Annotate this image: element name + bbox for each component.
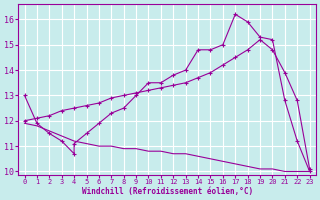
X-axis label: Windchill (Refroidissement éolien,°C): Windchill (Refroidissement éolien,°C) (82, 187, 253, 196)
